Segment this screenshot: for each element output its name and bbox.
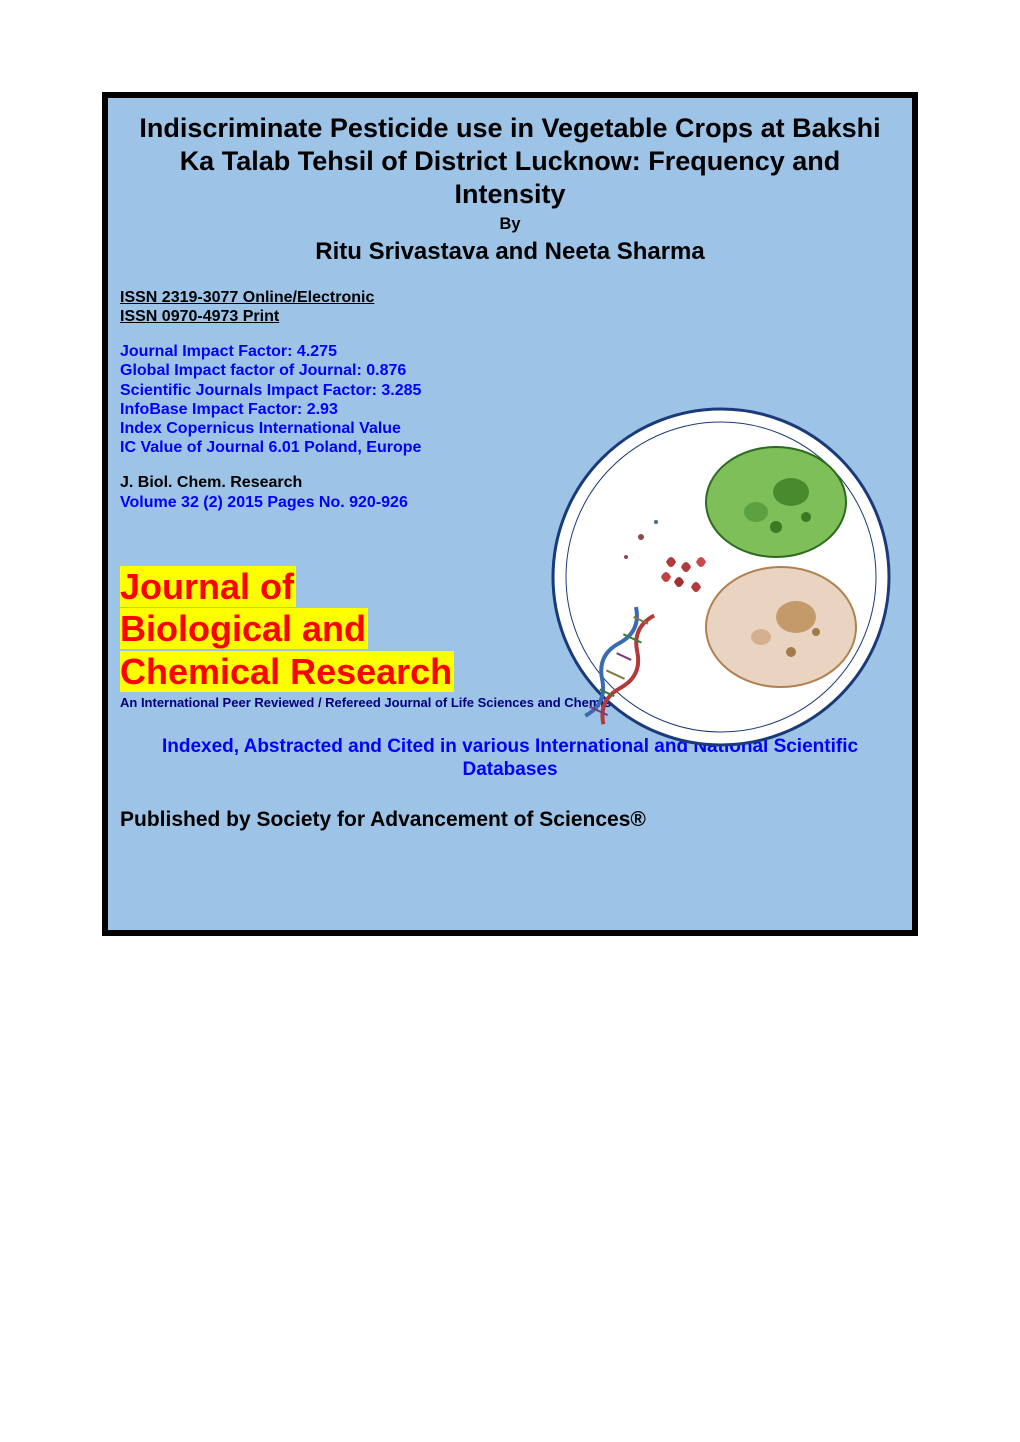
article-title: Indiscriminate Pesticide use in Vegetabl… — [120, 112, 900, 211]
by-label: By — [120, 215, 900, 234]
issn-print: ISSN 0970-4973 Print — [120, 307, 900, 326]
global-impact-factor: Global Impact factor of Journal: 0.876 — [120, 361, 900, 380]
big-title-line-3: Chemical Research — [120, 651, 454, 692]
cell-biology-illustration — [546, 402, 896, 752]
authors: Ritu Srivastava and Neeta Sharma — [120, 238, 900, 266]
publisher: Published by Society for Advancement of … — [120, 808, 900, 832]
journal-impact-factor: Journal Impact Factor: 4.275 — [120, 342, 900, 361]
big-title-line-1: Journal of — [120, 566, 296, 607]
scientific-journals-impact-factor: Scientific Journals Impact Factor: 3.285 — [120, 381, 900, 400]
issn-block: ISSN 2319-3077 Online/Electronic ISSN 09… — [120, 288, 900, 326]
cover-box: Indiscriminate Pesticide use in Vegetabl… — [102, 92, 918, 936]
big-title-line-2: Biological and — [120, 608, 368, 649]
issn-online: ISSN 2319-3077 Online/Electronic — [120, 288, 900, 307]
